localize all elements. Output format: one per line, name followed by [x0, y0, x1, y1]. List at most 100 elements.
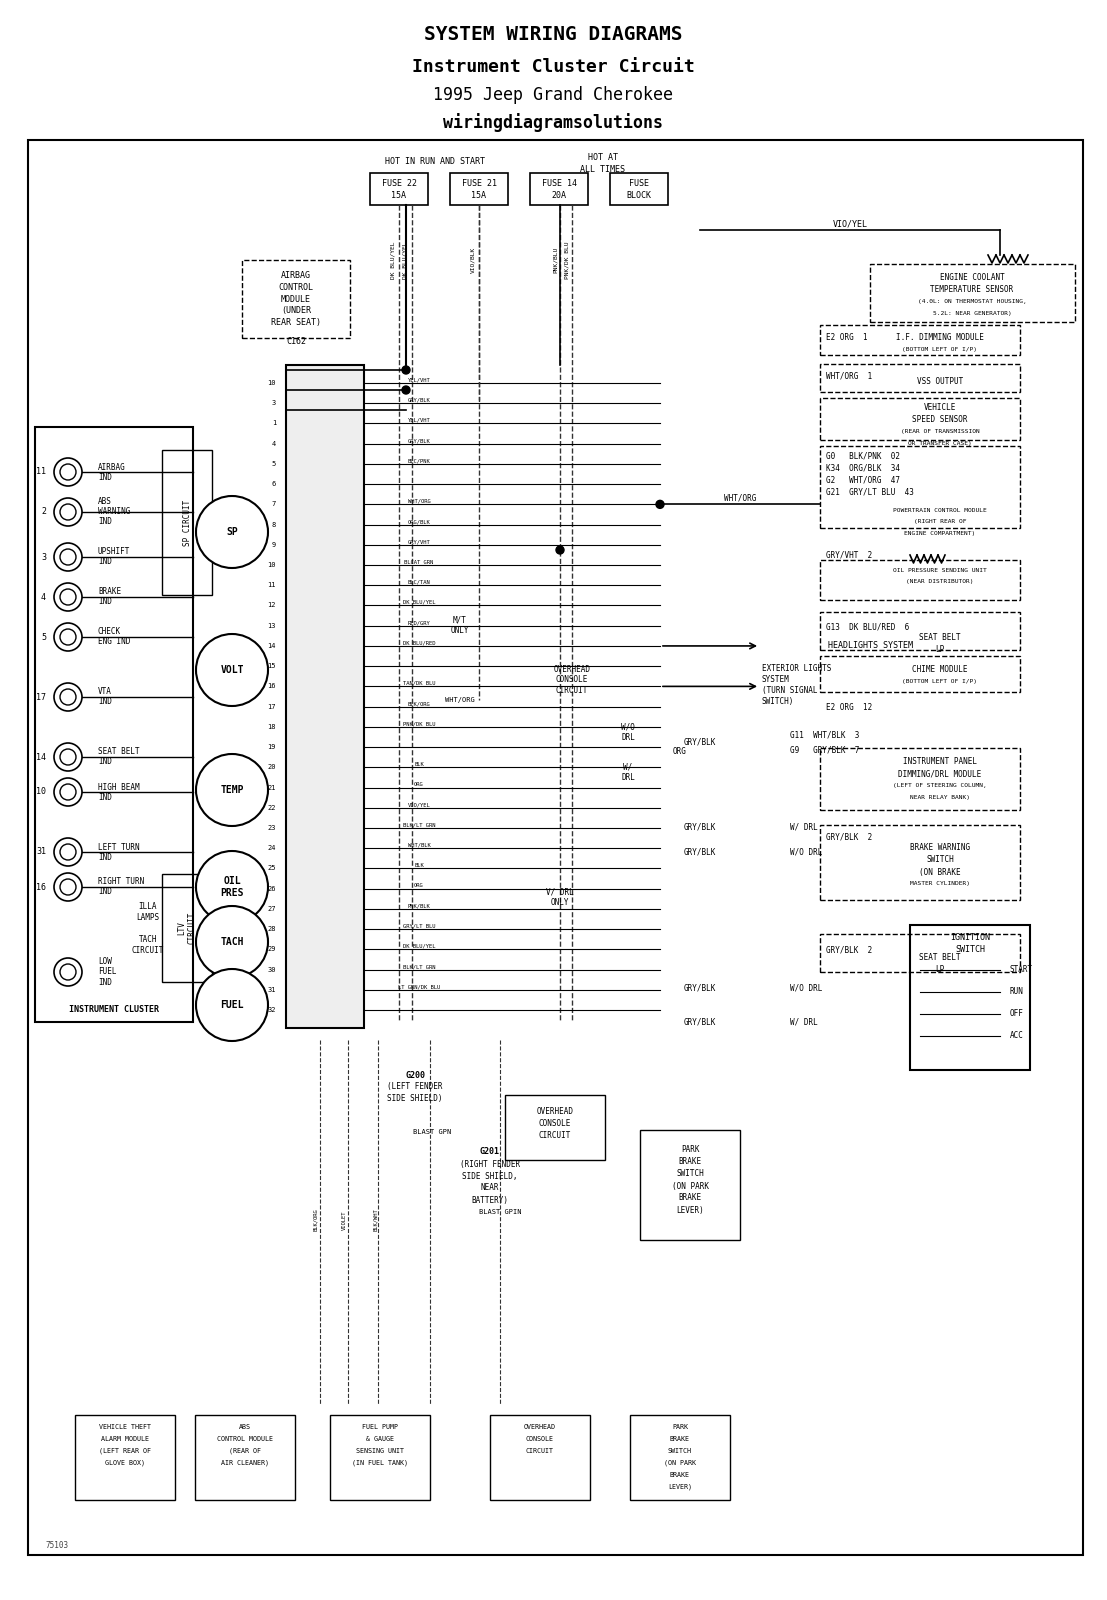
Text: ORG/BLK: ORG/BLK — [407, 518, 431, 525]
Text: K34  ORG/BLK  34: K34 ORG/BLK 34 — [826, 464, 900, 472]
Circle shape — [54, 458, 82, 486]
Text: NEAR RELAY BANK): NEAR RELAY BANK) — [910, 795, 970, 800]
Bar — [195, 1414, 294, 1501]
Text: E2 ORG  12: E2 ORG 12 — [826, 702, 872, 712]
Text: SWITCH: SWITCH — [676, 1170, 704, 1179]
Text: BLK/ORG: BLK/ORG — [407, 701, 431, 706]
Text: FUEL: FUEL — [220, 1000, 244, 1010]
Circle shape — [656, 501, 664, 509]
Text: FUSE 14: FUSE 14 — [541, 179, 577, 187]
Text: W/O DRL: W/O DRL — [790, 848, 823, 856]
Text: 1995 Jeep Grand Cherokee: 1995 Jeep Grand Cherokee — [433, 86, 673, 104]
Bar — [330, 1414, 430, 1501]
Text: CONTROL MODULE: CONTROL MODULE — [217, 1437, 273, 1442]
Text: 30: 30 — [268, 966, 276, 973]
Text: IND: IND — [99, 888, 112, 896]
Text: 2: 2 — [41, 507, 46, 517]
Text: 32: 32 — [268, 1006, 276, 1013]
Text: 3: 3 — [271, 400, 276, 406]
Circle shape — [60, 878, 76, 894]
Text: 15A: 15A — [392, 192, 406, 200]
Text: DK BLU/YEL: DK BLU/YEL — [391, 242, 395, 278]
Text: (IN FUEL TANK): (IN FUEL TANK) — [352, 1459, 408, 1466]
Text: 25: 25 — [268, 866, 276, 872]
Text: WHT/ORG  1: WHT/ORG 1 — [826, 371, 872, 381]
Text: TACH
CIRCUIT: TACH CIRCUIT — [132, 936, 164, 955]
Text: BLK: BLK — [414, 862, 424, 867]
Text: TEMP: TEMP — [220, 786, 244, 795]
Text: PNK/BLK: PNK/BLK — [407, 904, 431, 909]
Circle shape — [556, 546, 563, 554]
Bar — [820, 934, 1020, 971]
Text: LP: LP — [935, 645, 944, 654]
Text: ORG: ORG — [414, 883, 424, 888]
Text: IND: IND — [99, 757, 112, 766]
Text: G200: G200 — [405, 1070, 425, 1080]
Text: 10: 10 — [268, 379, 276, 386]
Bar — [820, 446, 1020, 528]
Text: 16: 16 — [37, 883, 46, 891]
Text: SIDE SHIELD): SIDE SHIELD) — [387, 1094, 443, 1104]
Bar — [610, 173, 668, 205]
Text: I.F. DIMMING MODULE: I.F. DIMMING MODULE — [896, 333, 984, 342]
Text: DK BLU/YEL: DK BLU/YEL — [403, 600, 435, 605]
Text: GRY/BLK: GRY/BLK — [684, 738, 716, 747]
Text: 5: 5 — [271, 461, 276, 467]
Text: BLC/PNK: BLC/PNK — [407, 459, 431, 464]
Text: HOT IN RUN AND START: HOT IN RUN AND START — [385, 157, 485, 166]
Text: MASTER CYLINDER): MASTER CYLINDER) — [910, 882, 970, 886]
Text: LEVER): LEVER) — [668, 1483, 692, 1490]
Text: IND: IND — [99, 557, 112, 566]
Circle shape — [196, 754, 268, 826]
Text: SWITCH: SWITCH — [955, 944, 985, 954]
Text: ORG: ORG — [673, 747, 687, 757]
Text: SEAT BELT: SEAT BELT — [919, 954, 961, 963]
Text: W/O
DRL: W/O DRL — [621, 722, 635, 742]
Text: VIO/YEL: VIO/YEL — [832, 219, 868, 229]
Circle shape — [196, 970, 268, 1042]
Text: 20: 20 — [268, 765, 276, 770]
Text: (ON BRAKE: (ON BRAKE — [919, 867, 961, 877]
Text: SP: SP — [226, 526, 238, 538]
Bar — [451, 173, 508, 205]
Text: 26: 26 — [268, 886, 276, 891]
Text: 27: 27 — [268, 906, 276, 912]
Text: SP CIRCUIT: SP CIRCUIT — [183, 499, 192, 546]
Text: FUSE 22: FUSE 22 — [382, 179, 416, 187]
Bar — [910, 925, 1030, 1070]
Text: 17: 17 — [268, 704, 276, 710]
Text: BRAKE: BRAKE — [679, 1157, 702, 1166]
Text: W/O DRL: W/O DRL — [790, 984, 823, 992]
Text: CHECK: CHECK — [99, 627, 121, 637]
Text: VSS OUTPUT: VSS OUTPUT — [917, 378, 963, 387]
Text: SPEED SENSOR: SPEED SENSOR — [912, 416, 968, 424]
Circle shape — [196, 906, 268, 978]
Circle shape — [60, 549, 76, 565]
Text: (ON PARK: (ON PARK — [672, 1181, 708, 1190]
Bar — [35, 427, 193, 1022]
Text: 24: 24 — [268, 845, 276, 851]
Text: GRY/BLK: GRY/BLK — [684, 822, 716, 832]
Text: (4.0L: ON THERMOSTAT HOUSING,: (4.0L: ON THERMOSTAT HOUSING, — [918, 299, 1026, 304]
Bar — [820, 611, 1020, 650]
Text: TEMPERATURE SENSOR: TEMPERATURE SENSOR — [930, 285, 1014, 294]
Text: 29: 29 — [268, 946, 276, 952]
Bar — [286, 365, 364, 1029]
Text: IGNITION: IGNITION — [950, 933, 990, 941]
Circle shape — [402, 366, 410, 374]
Text: V/ DRL
ONLY: V/ DRL ONLY — [546, 888, 573, 907]
Text: VIOLET: VIOLET — [341, 1210, 346, 1230]
Text: VIO/BLK: VIO/BLK — [470, 246, 476, 274]
Circle shape — [54, 582, 82, 611]
Text: OIL: OIL — [224, 877, 241, 886]
Text: LT GRN/DK BLU: LT GRN/DK BLU — [397, 984, 441, 989]
Circle shape — [60, 629, 76, 645]
Text: BLAST GPIN: BLAST GPIN — [478, 1210, 521, 1214]
Circle shape — [54, 498, 82, 526]
Text: W/ DRL: W/ DRL — [790, 822, 818, 832]
Text: 14: 14 — [268, 643, 276, 650]
Text: UPSHIFT: UPSHIFT — [99, 547, 131, 557]
Text: 13: 13 — [268, 622, 276, 629]
Text: INSTRUMENT PANEL: INSTRUMENT PANEL — [903, 757, 977, 766]
Text: DK BLU/YEL: DK BLU/YEL — [403, 242, 407, 278]
